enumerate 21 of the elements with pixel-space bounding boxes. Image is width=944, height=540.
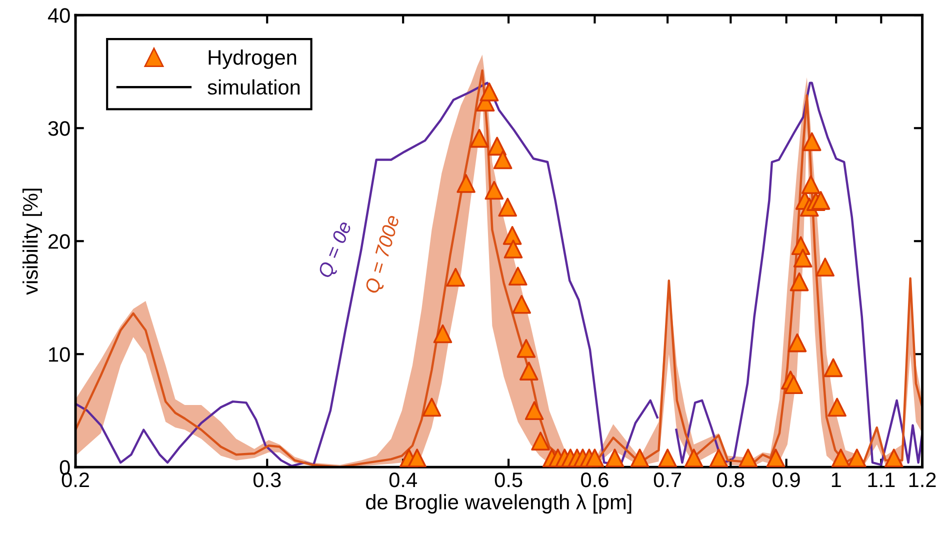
- x-axis-title: de Broglie wavelength λ [pm]: [366, 494, 632, 514]
- y-tick-label: 30: [48, 121, 70, 136]
- annotation: Q = 0e: [318, 220, 355, 280]
- x-tick-label: 0.7: [654, 472, 681, 488]
- y-tick-label: 40: [48, 8, 70, 23]
- x-tick-label: 0.6: [581, 472, 608, 488]
- y-tick-label: 10: [49, 347, 70, 362]
- annotation: Q = 700e: [364, 214, 403, 295]
- x-tick-label: 0.9: [772, 472, 800, 488]
- y-axis-title: visibility [%]: [22, 188, 42, 295]
- x-tick-label: 0.8: [717, 472, 744, 488]
- x-tick-label: 1.2: [909, 472, 936, 488]
- annotation: simulation: [208, 79, 300, 95]
- y-tick-label: 20: [48, 234, 70, 249]
- x-tick-label: 0.5: [494, 472, 522, 488]
- x-tick-label: 0.3: [253, 472, 281, 488]
- x-tick-label: 0.4: [389, 472, 417, 488]
- x-tick-label: 1.1: [868, 472, 895, 488]
- legend-label: Hydrogen: [208, 50, 296, 69]
- x-tick-label: 1: [832, 472, 841, 488]
- x-tick-label: 0.2: [62, 472, 89, 488]
